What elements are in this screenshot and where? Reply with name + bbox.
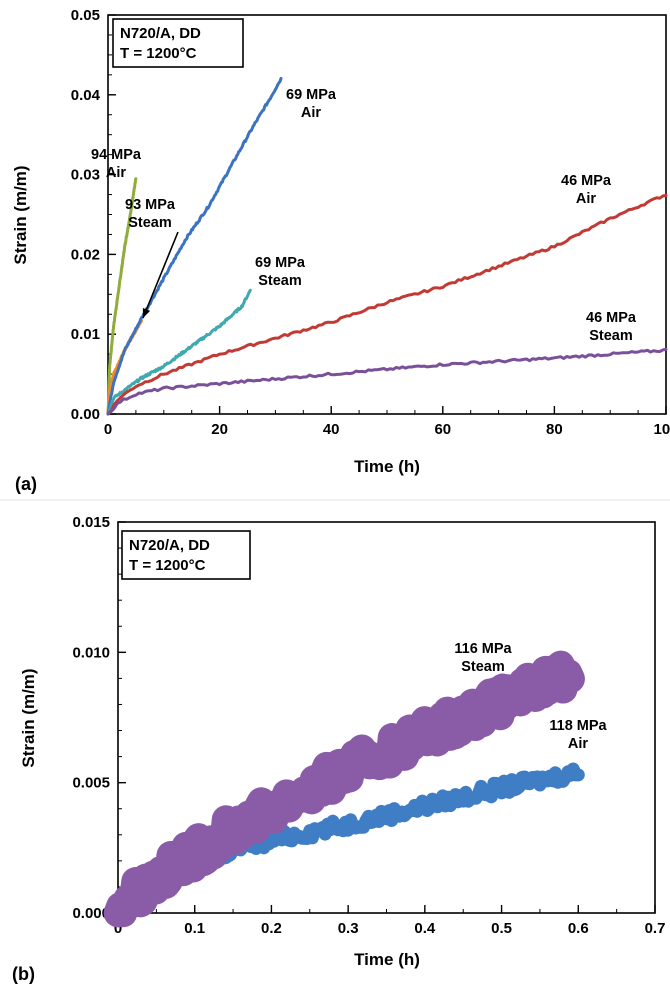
series-label: Air bbox=[576, 191, 597, 207]
y-tick-label: 0.05 bbox=[71, 7, 100, 24]
series-label: Air bbox=[568, 736, 589, 752]
y-tick-label: 0.010 bbox=[72, 644, 110, 661]
y-tick-label: 0.01 bbox=[71, 326, 100, 343]
annotation-arrow-head bbox=[142, 308, 151, 318]
x-tick-label: 0 bbox=[114, 920, 122, 937]
series-label: 46 MPa bbox=[586, 310, 637, 326]
y-tick-label: 0.000 bbox=[72, 905, 110, 922]
y-axis-label: Strain (m/m) bbox=[19, 668, 38, 767]
x-tick-label: 0 bbox=[104, 421, 112, 438]
series-line-4 bbox=[106, 193, 668, 416]
y-tick-label: 0.015 bbox=[72, 514, 110, 531]
annotation-arrow-line bbox=[142, 231, 179, 319]
series-line-1 bbox=[103, 650, 585, 928]
condition-text: T = 1200°C bbox=[120, 45, 197, 62]
chart-panel-b: 0 0.1 0.2 0.3 0.4 0.5 0.6 0.7 0.000 0.005 0.010 0.0… bbox=[12, 514, 665, 984]
x-tick-label: 0.7 bbox=[645, 920, 666, 937]
series-label: Air bbox=[106, 165, 127, 181]
chart-panel-a: 0 20 40 60 80 100 0.00 0.01 0.02 0.03 0.04 0.05 94 M… bbox=[11, 7, 670, 494]
y-tick-label: 0.02 bbox=[71, 246, 100, 263]
series-label: Air bbox=[301, 105, 322, 121]
series-label: 94 MPa bbox=[91, 147, 142, 163]
panel-label: (b) bbox=[12, 964, 35, 984]
series-label: Steam bbox=[258, 273, 302, 289]
x-tick-label: 0.2 bbox=[261, 920, 282, 937]
series-line-2 bbox=[106, 76, 283, 416]
x-tick-label: 0.6 bbox=[568, 920, 589, 937]
x-tick-label: 60 bbox=[434, 421, 451, 438]
x-axis-label: Time (h) bbox=[354, 950, 420, 969]
y-tick-label: 0.03 bbox=[71, 167, 100, 184]
x-tick-label: 80 bbox=[546, 421, 563, 438]
series-label: 93 MPa bbox=[125, 197, 176, 213]
y-tick-label: 0.005 bbox=[72, 775, 110, 792]
series-label: 46 MPa bbox=[561, 173, 612, 189]
x-tick-label: 0.5 bbox=[491, 920, 512, 937]
y-tick-label: 0.04 bbox=[71, 87, 101, 104]
series-label: 69 MPa bbox=[286, 87, 337, 103]
x-tick-label: 0.3 bbox=[338, 920, 359, 937]
condition-text: T = 1200°C bbox=[129, 557, 206, 574]
condition-box bbox=[121, 530, 251, 580]
y-tick-label: 0.00 bbox=[71, 406, 100, 423]
series-line-3 bbox=[106, 288, 252, 416]
x-tick-label: 100 bbox=[653, 421, 670, 438]
condition-text: N720/A, DD bbox=[129, 537, 210, 554]
series-label: Steam bbox=[589, 328, 633, 344]
x-axis-label: Time (h) bbox=[354, 457, 420, 476]
x-tick-label: 0.4 bbox=[414, 920, 436, 937]
x-tick-label: 20 bbox=[211, 421, 228, 438]
condition-text: N720/A, DD bbox=[120, 25, 201, 42]
series-label: 118 MPa bbox=[549, 718, 607, 734]
series-line-0 bbox=[106, 177, 138, 416]
panel-label: (a) bbox=[15, 474, 37, 494]
x-tick-label: 40 bbox=[323, 421, 340, 438]
series-label: Steam bbox=[461, 659, 505, 675]
series-label: 116 MPa bbox=[454, 641, 512, 657]
x-tick-label: 0.1 bbox=[184, 920, 205, 937]
series-line-5 bbox=[106, 347, 668, 416]
series-label: Steam bbox=[128, 215, 172, 231]
y-axis-label: Strain (m/m) bbox=[11, 165, 30, 264]
condition-box bbox=[112, 18, 244, 68]
series-label: 69 MPa bbox=[255, 255, 306, 271]
